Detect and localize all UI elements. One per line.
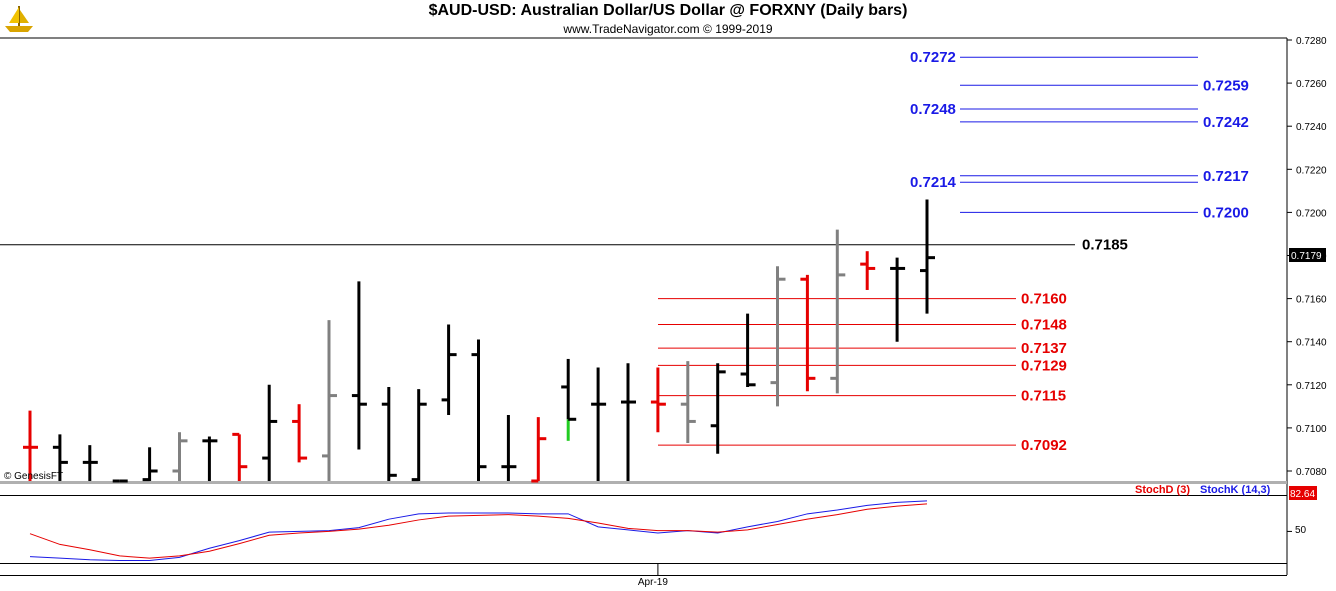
ohlc-bar [292,404,308,463]
ohlc-bar [621,363,636,481]
ohlc-bar [52,434,68,481]
price-tick-label: 0.7240 [1296,122,1327,133]
ohlc-bar [920,199,935,314]
chart-frame [0,37,1288,576]
price-tick-label: 0.7220 [1296,165,1327,176]
ohlc-bar [501,414,517,481]
resistance-label: 0.7248 [910,101,956,118]
ohlc-bar [262,384,278,481]
ohlc-bars [23,199,935,483]
price-tick-label: 0.7160 [1296,295,1327,306]
stochd-legend: StochD (3) [1135,484,1190,496]
resistance-label: 0.7217 [1203,168,1249,185]
ohlc-bar [322,320,337,481]
ohlc-bar [441,324,457,415]
price-tick-label: 0.7120 [1296,381,1327,392]
price-levels: 0.7185 0.7272 0.7259 0.7248 0.7242 0.7217 0.72… [0,49,1249,454]
price-tick-label: 0.7100 [1296,424,1327,435]
current-price-tag: 0.7179 [1289,248,1326,262]
price-axis: 0.72800.72600.72400.72200.72000.71800.71… [1287,36,1327,478]
ohlc-bar [770,266,786,407]
price-tick-label: 0.7260 [1296,79,1327,90]
ohlc-bar [232,432,248,481]
stochk-line [29,500,928,561]
ohlc-bar [890,257,906,342]
price-tick-label: 0.7140 [1296,338,1327,349]
resistance-label: 0.7259 [1203,77,1249,94]
ohlc-bar [591,367,607,481]
stoch-value-label: 82.64 [1290,489,1315,500]
watermark: © GenesisFT [4,471,63,482]
ohlc-bar [561,358,577,441]
ohlc-bar [800,274,816,392]
resistance-label: 0.7214 [910,174,957,191]
ohlc-bar [202,436,218,481]
price-tick-label: 0.7200 [1296,208,1327,219]
ohlc-bar [172,432,188,481]
ohlc-bar [142,447,158,482]
support-label: 0.7129 [1021,357,1067,374]
stochd-line [29,503,928,559]
ohlc-bar [650,367,666,433]
ship-logo-icon [5,6,33,32]
ohlc-bar [351,281,367,450]
price-tick-label: 0.7280 [1296,36,1327,47]
ohlc-bar [23,410,38,481]
current-price-label: 0.7179 [1291,251,1322,262]
chart-header: $AUD-USD: Australian Dollar/US Dollar @ … [0,0,1336,38]
x-axis-tick: Apr-19 [638,577,668,588]
stochk-legend: StochK (14,3) [1200,484,1271,496]
chart-subtitle: www.TradeNavigator.com © 1999-2019 [563,22,773,36]
stoch-value-tag: 82.64 [1289,486,1317,500]
ohlc-bar [471,339,487,481]
support-label: 0.7092 [1021,437,1067,454]
ohlc-bar [710,363,726,454]
resistance-label: 0.7200 [1203,204,1249,221]
ohlc-bar [740,313,756,387]
support-label: 0.7115 [1021,388,1066,405]
stochastic-panel [29,500,1292,561]
price-tick-label: 0.7080 [1296,467,1327,478]
resistance-label: 0.7242 [1203,114,1249,131]
support-label: 0.7160 [1021,291,1067,308]
resistance-label: 0.7272 [910,49,956,66]
support-label: 0.7137 [1021,340,1067,357]
ohlc-bar [680,361,696,443]
ohlc-bar [860,251,876,290]
ohlc-bar [531,417,547,483]
ohlc-bar [830,229,846,394]
support-label: 0.7148 [1021,316,1067,333]
ohlc-bar [411,389,427,482]
horizontal-price-label: 0.7185 [1082,237,1128,254]
ohlc-bar [82,445,98,481]
chart-title: $AUD-USD: Australian Dollar/US Dollar @ … [428,2,908,19]
stoch-axis-tick: 50 [1295,525,1307,536]
ohlc-bar [381,386,397,481]
